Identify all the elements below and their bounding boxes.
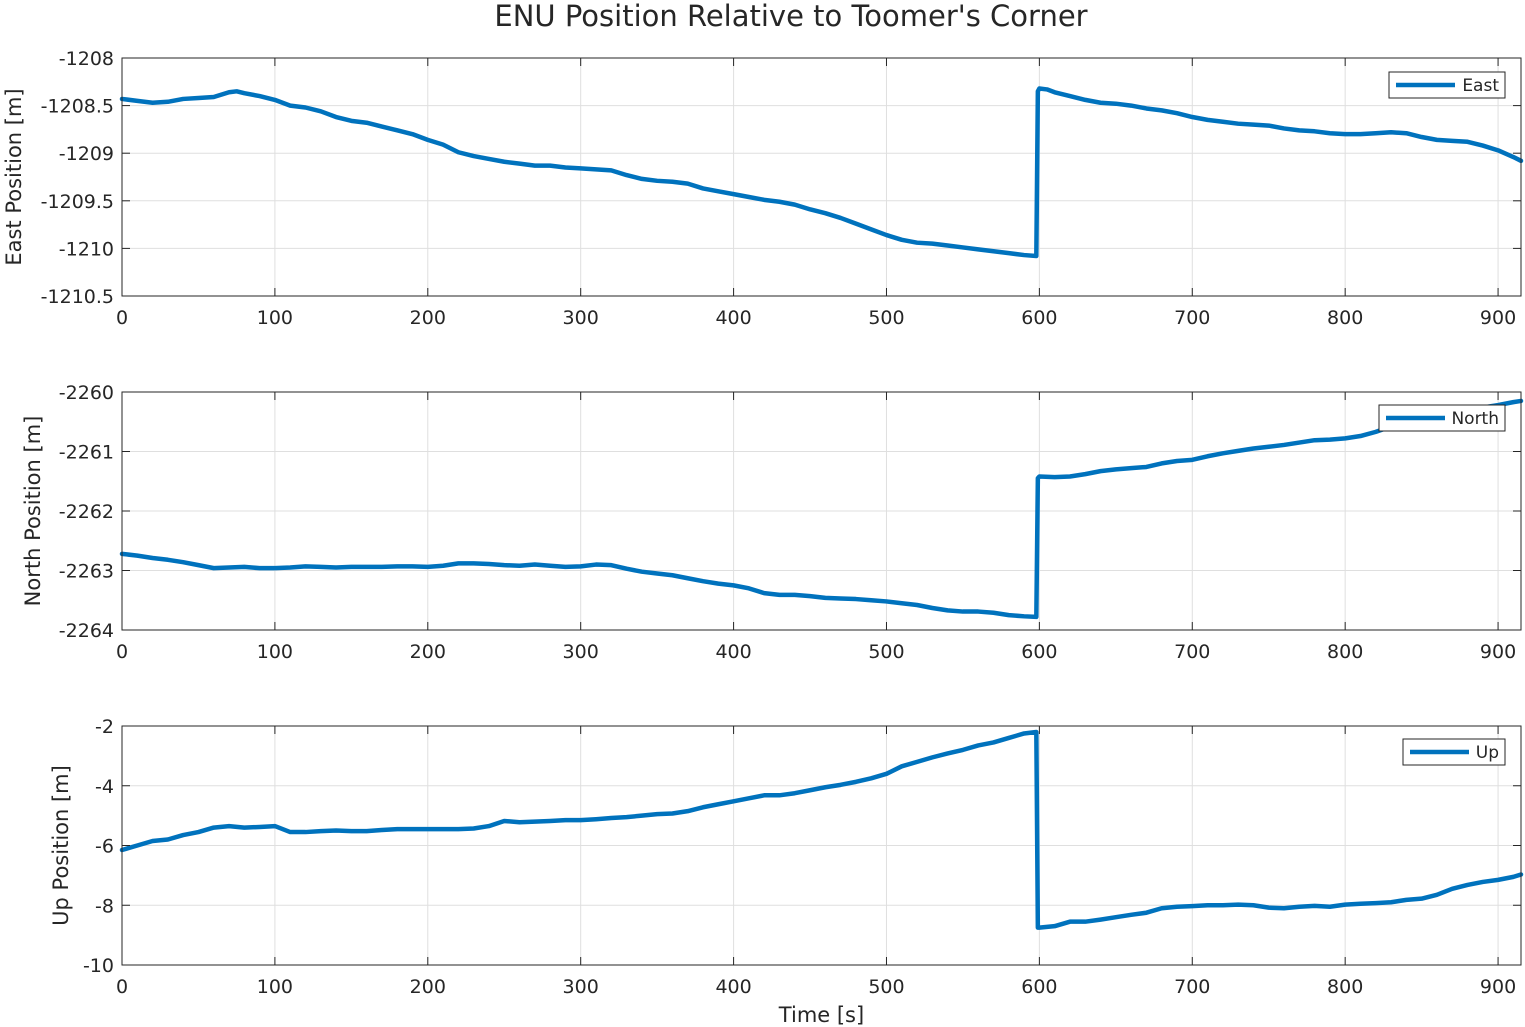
y-tick-label: -2261 xyxy=(59,442,114,464)
x-tick-label: 300 xyxy=(563,641,599,663)
legend-label: Up xyxy=(1476,743,1499,763)
series-line-north xyxy=(119,398,1524,620)
x-tick-label: 200 xyxy=(410,976,446,998)
legend: Up xyxy=(1402,738,1506,766)
x-tick-label: 100 xyxy=(257,307,293,329)
legend-label: North xyxy=(1451,409,1499,429)
y-tick-label: -8 xyxy=(95,895,114,917)
x-axis-label: Time [s] xyxy=(778,1003,864,1027)
x-tick-label: 400 xyxy=(715,641,751,663)
subplot-1: 0 100 200 300 400 500 600 700 800 900 -1210.5 -1210… xyxy=(2,48,1524,329)
y-tick-label: -2262 xyxy=(59,501,114,523)
x-tick-label: 700 xyxy=(1174,976,1210,998)
x-tick-label: 0 xyxy=(116,307,128,329)
series-line-up xyxy=(119,729,1524,930)
x-tick-label: 500 xyxy=(868,307,904,329)
x-tick-label: 300 xyxy=(563,976,599,998)
y-axis-label: East Position [m] xyxy=(2,88,26,265)
x-tick-label: 900 xyxy=(1480,976,1516,998)
x-tick-label: 400 xyxy=(715,307,751,329)
x-tick-label: 200 xyxy=(410,307,446,329)
x-tick-label: 0 xyxy=(116,976,128,998)
y-tick-label: -2264 xyxy=(59,620,114,642)
legend: East xyxy=(1388,71,1506,99)
figure-title: ENU Position Relative to Toomer's Corner xyxy=(494,0,1087,33)
x-tick-label: 500 xyxy=(868,641,904,663)
y-tick-label: -1210.5 xyxy=(41,286,114,308)
x-tick-label: 700 xyxy=(1174,641,1210,663)
x-tick-label: 0 xyxy=(116,641,128,663)
x-tick-label: 200 xyxy=(410,641,446,663)
y-tick-label: -1208.5 xyxy=(41,96,114,118)
y-tick-label: -10 xyxy=(83,955,114,977)
x-tick-label: 900 xyxy=(1480,307,1516,329)
y-tick-label: -1209 xyxy=(59,143,114,165)
x-tick-label: 700 xyxy=(1174,307,1210,329)
x-tick-label: 400 xyxy=(715,976,751,998)
x-tick-label: 800 xyxy=(1327,976,1363,998)
x-tick-label: 100 xyxy=(257,641,293,663)
y-tick-label: -6 xyxy=(95,836,114,858)
x-tick-label: 100 xyxy=(257,976,293,998)
y-tick-label: -2263 xyxy=(59,561,114,583)
x-tick-label: 500 xyxy=(868,976,904,998)
y-tick-label: -1210 xyxy=(59,238,114,260)
x-tick-label: 300 xyxy=(563,307,599,329)
y-tick-label: -1208 xyxy=(59,48,114,70)
y-axis-label: Up Position [m] xyxy=(49,765,73,926)
y-tick-label: -2 xyxy=(95,716,114,738)
series-line-east xyxy=(119,86,1524,259)
subplot-3: 0 100 200 300 400 500 600 700 800 900 -10 -8 -6 -4 -2 U… xyxy=(49,716,1524,1027)
x-tick-label: 800 xyxy=(1327,641,1363,663)
subplot-2: 0 100 200 300 400 500 600 700 800 900 -2264 -2263 -2… xyxy=(21,382,1524,663)
legend: North xyxy=(1378,404,1506,432)
y-axis-label: North Position [m] xyxy=(21,416,45,607)
y-tick-label: -2260 xyxy=(59,382,114,404)
y-tick-label: -4 xyxy=(95,776,114,798)
charts-group: 0 100 200 300 400 500 600 700 800 900 -1210.5 -1210… xyxy=(2,48,1524,1027)
legend-label: East xyxy=(1462,76,1499,96)
x-tick-label: 600 xyxy=(1021,976,1057,998)
x-tick-label: 600 xyxy=(1021,307,1057,329)
y-tick-label: -1209.5 xyxy=(41,191,114,213)
axes-box xyxy=(121,57,1522,297)
x-tick-label: 600 xyxy=(1021,641,1057,663)
x-tick-label: 900 xyxy=(1480,641,1516,663)
x-tick-label: 800 xyxy=(1327,307,1363,329)
